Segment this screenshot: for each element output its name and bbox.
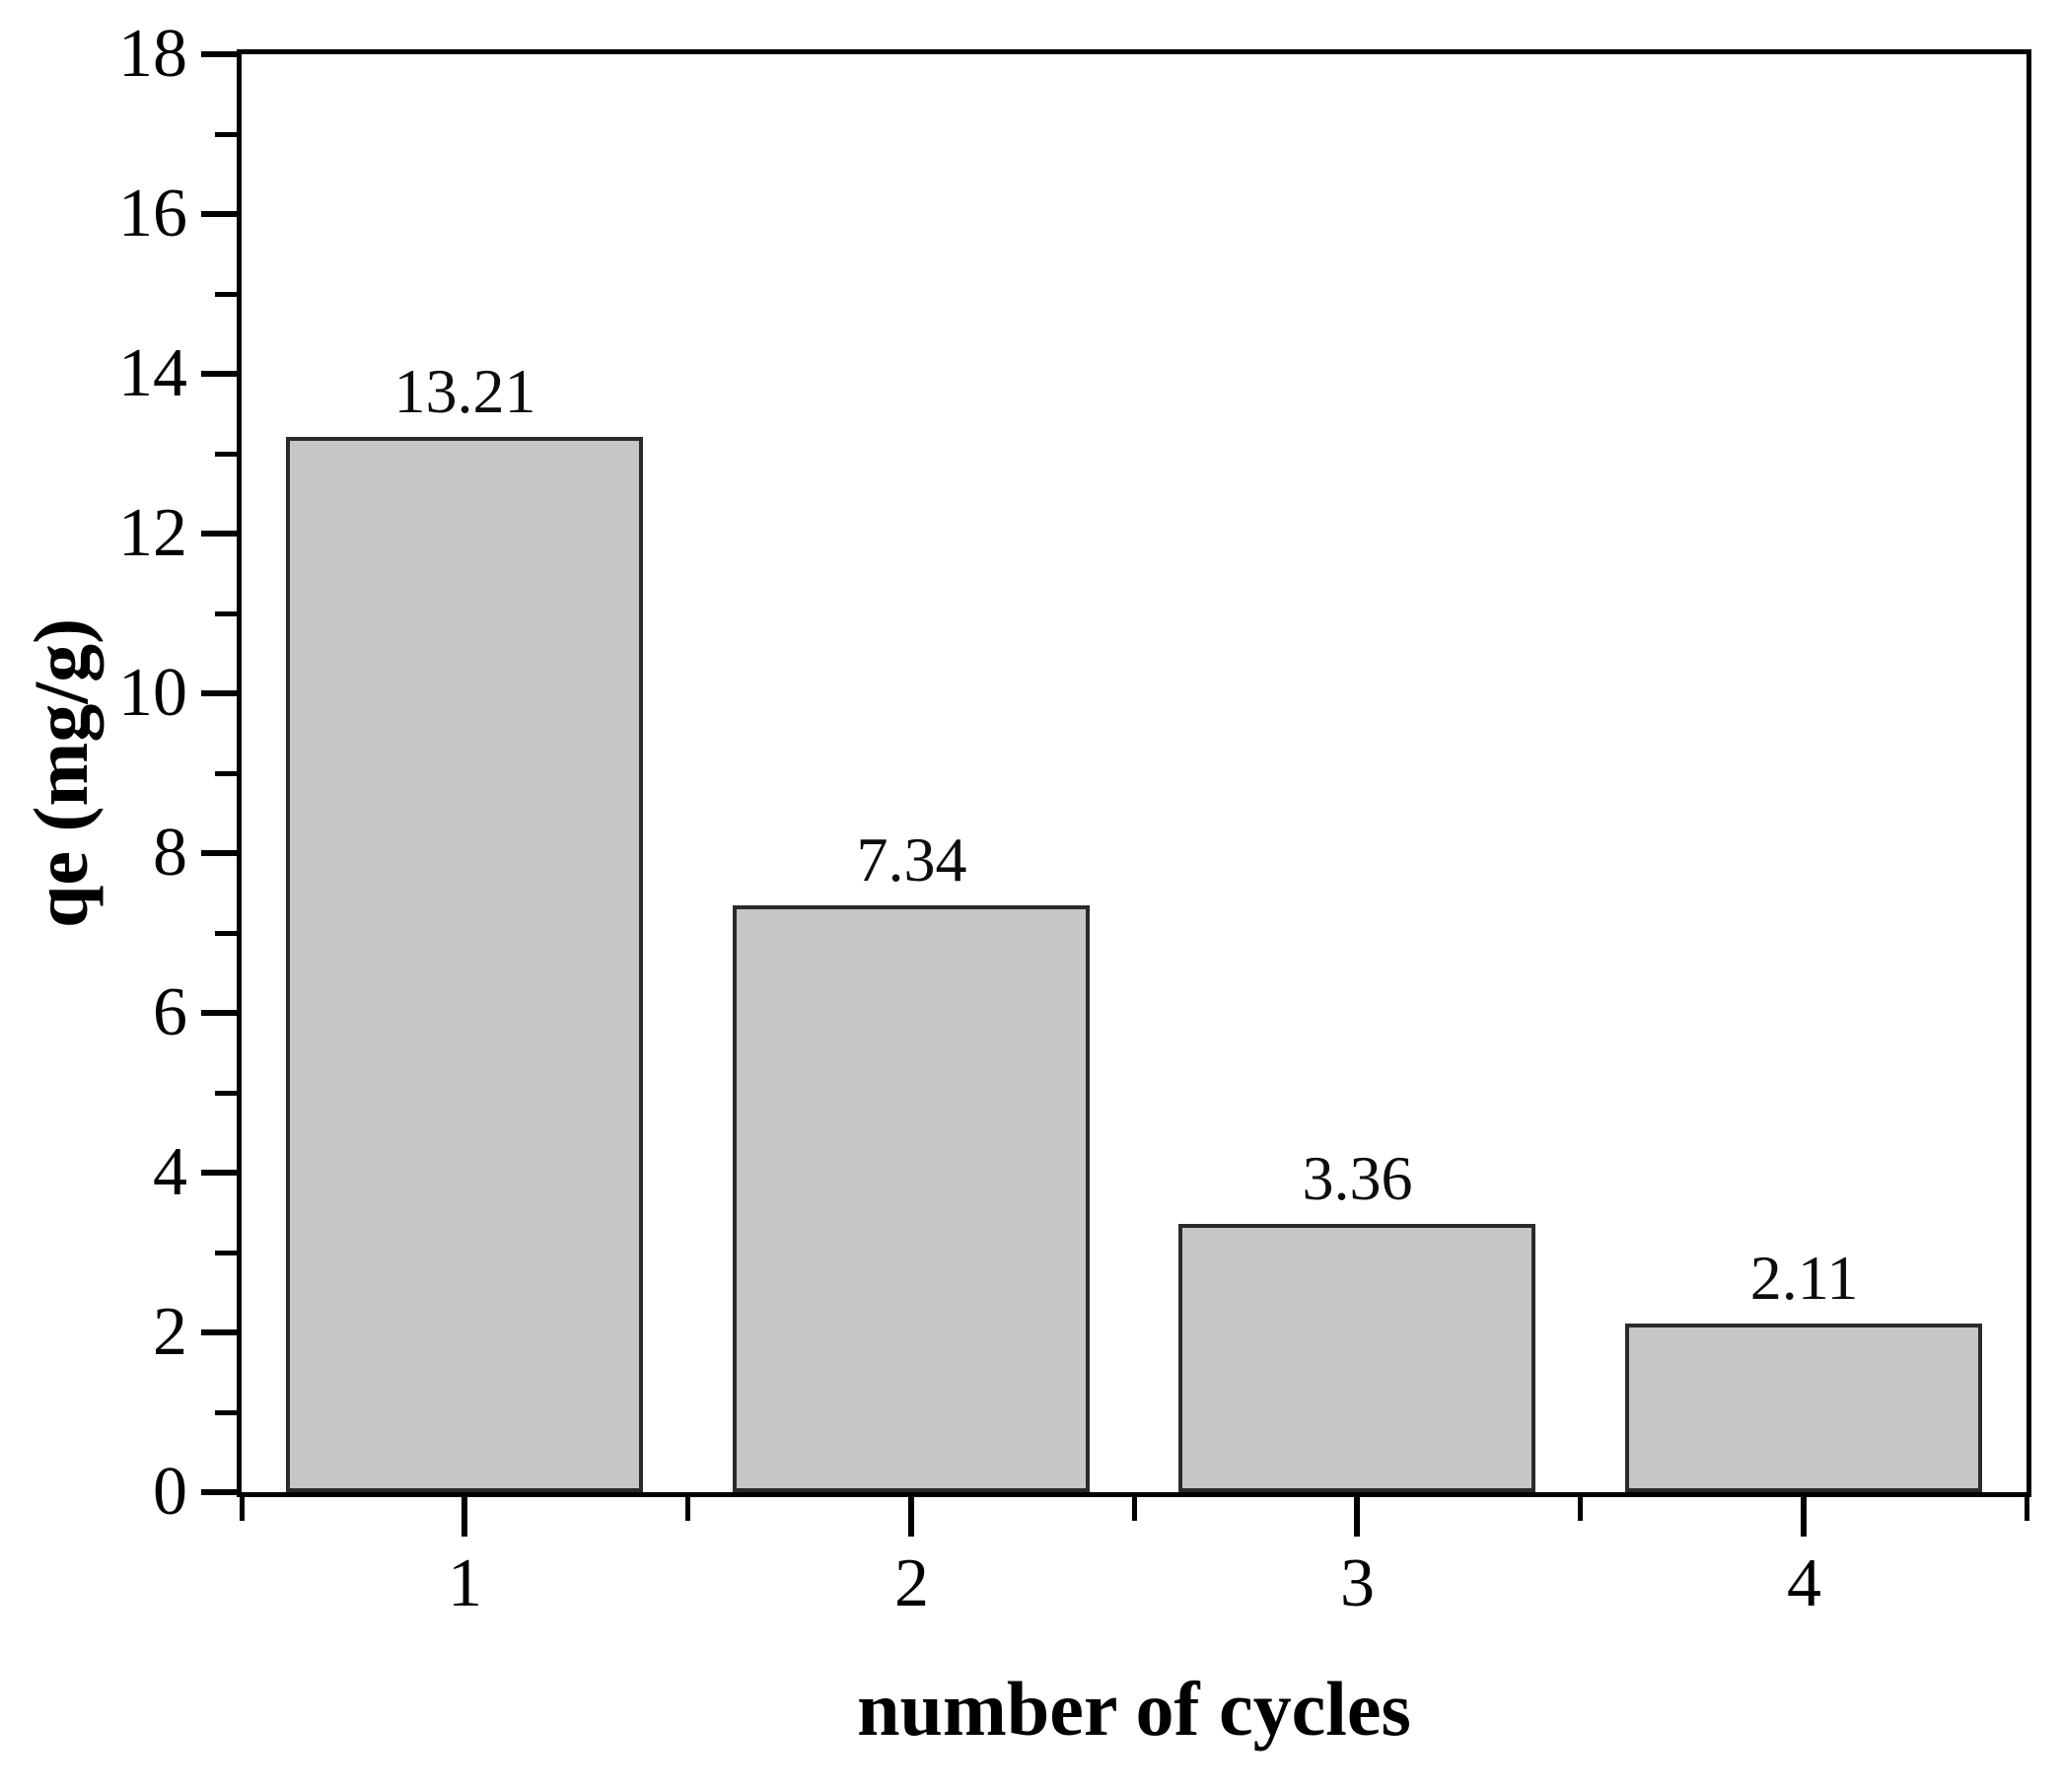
x-minor-tick xyxy=(2025,1497,2029,1521)
y-minor-tick xyxy=(215,611,237,616)
y-tick-label: 16 xyxy=(118,176,187,251)
y-minor-tick xyxy=(215,931,237,936)
y-minor-tick xyxy=(215,452,237,457)
y-minor-tick xyxy=(215,1410,237,1415)
y-tick-label: 12 xyxy=(118,495,187,571)
x-minor-tick xyxy=(685,1497,690,1521)
y-major-tick xyxy=(201,1010,237,1016)
x-tick-label: 3 xyxy=(1340,1545,1375,1621)
y-major-tick xyxy=(201,1489,237,1495)
plot-area: 13.21 7.34 3.36 2.11 0 2 4 6 8 10 12 14 16 18 1 2 3 4 xyxy=(118,17,2031,1618)
bar-cycle-1 xyxy=(286,437,643,1492)
x-tick-label: 1 xyxy=(448,1545,482,1621)
bar-value-label: 3.36 xyxy=(1302,1143,1413,1213)
x-major-tick xyxy=(462,1497,467,1537)
y-tick-label: 0 xyxy=(153,1454,187,1530)
y-tick-label: 14 xyxy=(118,335,187,411)
y-major-tick xyxy=(201,531,237,537)
x-minor-tick xyxy=(240,1497,245,1521)
y-tick-label: 2 xyxy=(153,1294,187,1370)
bar-value-label: 2.11 xyxy=(1749,1243,1859,1313)
x-minor-tick xyxy=(1132,1497,1137,1521)
y-minor-tick xyxy=(215,771,237,776)
y-major-tick xyxy=(201,1170,237,1176)
bar-cycle-4 xyxy=(1625,1324,1982,1492)
bar-value-label: 13.21 xyxy=(393,356,536,426)
y-major-tick xyxy=(201,1329,237,1335)
x-major-tick xyxy=(1354,1497,1360,1537)
x-major-tick xyxy=(1801,1497,1807,1537)
y-major-tick xyxy=(201,51,237,57)
y-minor-tick xyxy=(215,132,237,137)
y-tick-label: 10 xyxy=(118,655,187,731)
y-minor-tick xyxy=(215,1091,237,1096)
x-tick-label: 4 xyxy=(1787,1545,1821,1621)
x-tick-label: 2 xyxy=(894,1545,929,1621)
x-axis-title: number of cycles xyxy=(857,1666,1411,1752)
y-tick-label: 6 xyxy=(153,974,187,1050)
y-minor-tick xyxy=(215,292,237,297)
bar-value-label: 7.34 xyxy=(856,824,967,895)
y-major-tick xyxy=(201,371,237,377)
y-tick-label: 18 xyxy=(118,16,187,92)
y-tick-label: 4 xyxy=(153,1134,187,1210)
y-major-tick xyxy=(201,690,237,696)
y-tick-label: 8 xyxy=(153,815,187,891)
x-minor-tick xyxy=(1578,1497,1583,1521)
y-minor-tick xyxy=(215,1251,237,1255)
bar-cycle-2 xyxy=(733,905,1090,1492)
y-major-tick xyxy=(201,211,237,217)
bar-cycle-3 xyxy=(1178,1224,1535,1492)
y-major-tick xyxy=(201,850,237,856)
x-major-tick xyxy=(908,1497,914,1537)
